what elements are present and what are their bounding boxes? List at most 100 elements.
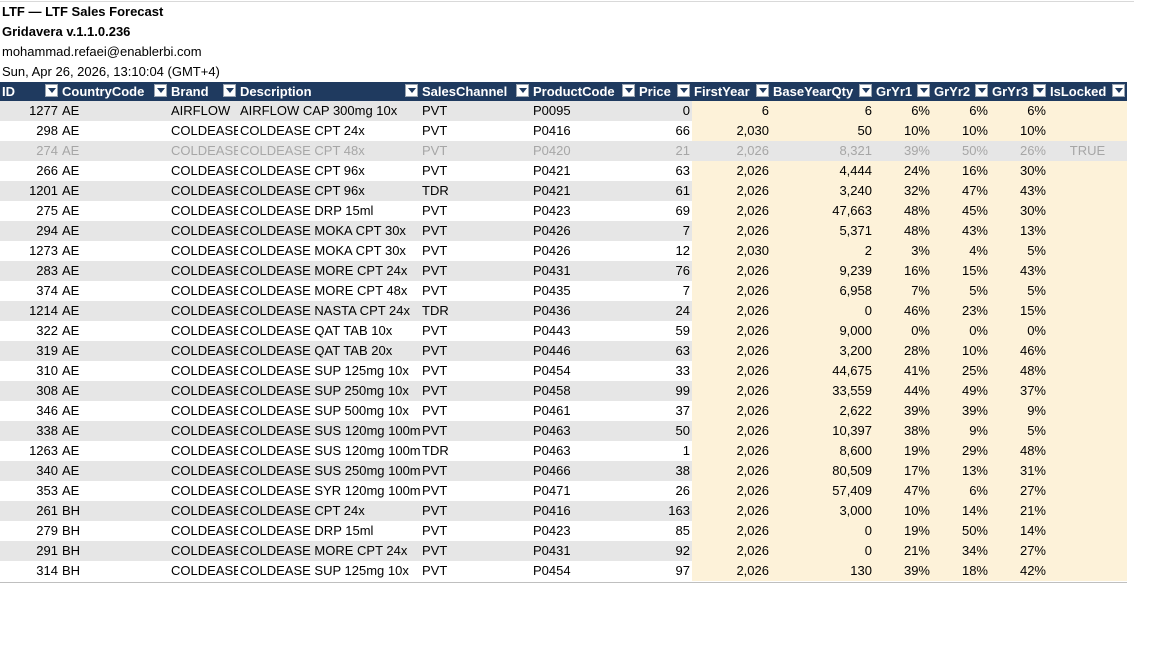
cell-is-locked[interactable] [1048,261,1127,281]
cell-gr-yr1[interactable]: 19% [874,441,932,461]
cell-gr-yr1[interactable]: 10% [874,501,932,521]
table-row[interactable]: 322 AE COLDEASE COLDEASE QAT TAB 10x PVT P044… [0,321,1127,341]
cell-gr-yr2[interactable]: 50% [932,521,990,541]
filter-dropdown-icon[interactable] [975,84,988,97]
cell-base-year-qty[interactable]: 3,200 [771,341,874,361]
cell-first-year[interactable]: 2,026 [692,441,771,461]
filter-dropdown-icon[interactable] [1112,84,1125,97]
cell-gr-yr2[interactable]: 43% [932,221,990,241]
cell-gr-yr2[interactable]: 14% [932,501,990,521]
cell-base-year-qty[interactable]: 9,000 [771,321,874,341]
cell-gr-yr1[interactable]: 17% [874,461,932,481]
table-row[interactable]: 374 AE COLDEASE COLDEASE MORE CPT 48x PVT P04… [0,281,1127,301]
cell-base-year-qty[interactable]: 8,600 [771,441,874,461]
cell-gr-yr3[interactable]: 21% [990,501,1048,521]
table-row[interactable]: 340 AE COLDEASE COLDEASE SUS 250mg 100ml PVT… [0,461,1127,481]
cell-base-year-qty[interactable]: 50 [771,121,874,141]
cell-is-locked[interactable] [1048,321,1127,341]
cell-gr-yr2[interactable]: 16% [932,161,990,181]
column-header-firstyear[interactable]: FirstYear [692,82,771,101]
cell-base-year-qty[interactable]: 6 [771,101,874,121]
cell-gr-yr3[interactable]: 10% [990,121,1048,141]
cell-base-year-qty[interactable]: 130 [771,561,874,581]
cell-gr-yr2[interactable]: 49% [932,381,990,401]
table-row[interactable]: 1263 AE COLDEASE COLDEASE SUS 120mg 100ml TD… [0,441,1127,461]
cell-gr-yr3[interactable]: 9% [990,401,1048,421]
cell-gr-yr3[interactable]: 27% [990,481,1048,501]
column-header-price[interactable]: Price [637,82,692,101]
cell-gr-yr2[interactable]: 23% [932,301,990,321]
cell-is-locked[interactable] [1048,521,1127,541]
filter-dropdown-icon[interactable] [405,84,418,97]
cell-gr-yr1[interactable]: 24% [874,161,932,181]
cell-gr-yr1[interactable]: 44% [874,381,932,401]
cell-base-year-qty[interactable]: 47,663 [771,201,874,221]
cell-gr-yr1[interactable]: 32% [874,181,932,201]
cell-base-year-qty[interactable]: 10,397 [771,421,874,441]
cell-is-locked[interactable]: TRUE [1048,141,1127,161]
column-header-brand[interactable]: Brand [169,82,238,101]
table-row[interactable]: 353 AE COLDEASE COLDEASE SYR 120mg 100ml PVT… [0,481,1127,501]
cell-is-locked[interactable] [1048,421,1127,441]
cell-first-year[interactable]: 2,026 [692,461,771,481]
cell-first-year[interactable]: 2,026 [692,281,771,301]
cell-gr-yr2[interactable]: 34% [932,541,990,561]
cell-is-locked[interactable] [1048,501,1127,521]
table-row[interactable]: 346 AE COLDEASE COLDEASE SUP 500mg 10x PVT P0… [0,401,1127,421]
cell-is-locked[interactable] [1048,281,1127,301]
cell-gr-yr3[interactable]: 26% [990,141,1048,161]
cell-gr-yr3[interactable]: 37% [990,381,1048,401]
cell-gr-yr1[interactable]: 39% [874,141,932,161]
cell-first-year[interactable]: 2,026 [692,261,771,281]
cell-base-year-qty[interactable]: 6,958 [771,281,874,301]
cell-is-locked[interactable] [1048,221,1127,241]
cell-gr-yr2[interactable]: 9% [932,421,990,441]
filter-dropdown-icon[interactable] [917,84,930,97]
cell-gr-yr1[interactable]: 41% [874,361,932,381]
cell-gr-yr3[interactable]: 6% [990,101,1048,121]
cell-is-locked[interactable] [1048,561,1127,581]
cell-gr-yr2[interactable]: 50% [932,141,990,161]
cell-gr-yr3[interactable]: 43% [990,261,1048,281]
cell-first-year[interactable]: 2,026 [692,141,771,161]
table-row[interactable]: 266 AE COLDEASE COLDEASE CPT 96x PVT P0421 63 2… [0,161,1127,181]
table-row[interactable]: 1273 AE COLDEASE COLDEASE MOKA CPT 30x PVT P0… [0,241,1127,261]
cell-first-year[interactable]: 2,026 [692,321,771,341]
column-header-id[interactable]: ID [0,82,60,101]
table-row[interactable]: 283 AE COLDEASE COLDEASE MORE CPT 24x PVT P04… [0,261,1127,281]
cell-base-year-qty[interactable]: 5,371 [771,221,874,241]
cell-gr-yr3[interactable]: 30% [990,201,1048,221]
cell-first-year[interactable]: 2,026 [692,361,771,381]
cell-is-locked[interactable] [1048,121,1127,141]
filter-dropdown-icon[interactable] [756,84,769,97]
cell-first-year[interactable]: 2,026 [692,421,771,441]
cell-base-year-qty[interactable]: 0 [771,521,874,541]
cell-first-year[interactable]: 2,026 [692,381,771,401]
cell-first-year[interactable]: 2,026 [692,481,771,501]
cell-is-locked[interactable] [1048,101,1127,121]
table-row[interactable]: 274 AE COLDEASE COLDEASE CPT 48x PVT P0420 21 2… [0,141,1127,161]
cell-base-year-qty[interactable]: 44,675 [771,361,874,381]
table-row[interactable]: 308 AE COLDEASE COLDEASE SUP 250mg 10x PVT P0… [0,381,1127,401]
cell-is-locked[interactable] [1048,341,1127,361]
cell-base-year-qty[interactable]: 0 [771,541,874,561]
table-row[interactable]: 261 BH COLDEASE COLDEASE CPT 24x PVT P0416 163… [0,501,1127,521]
column-header-productcode[interactable]: ProductCode [531,82,637,101]
cell-gr-yr1[interactable]: 28% [874,341,932,361]
cell-gr-yr1[interactable]: 39% [874,401,932,421]
column-header-countrycode[interactable]: CountryCode [60,82,169,101]
cell-gr-yr2[interactable]: 45% [932,201,990,221]
cell-gr-yr2[interactable]: 10% [932,341,990,361]
cell-gr-yr3[interactable]: 31% [990,461,1048,481]
cell-base-year-qty[interactable]: 80,509 [771,461,874,481]
cell-is-locked[interactable] [1048,301,1127,321]
filter-dropdown-icon[interactable] [516,84,529,97]
cell-base-year-qty[interactable]: 4,444 [771,161,874,181]
cell-gr-yr1[interactable]: 0% [874,321,932,341]
cell-gr-yr1[interactable]: 6% [874,101,932,121]
cell-gr-yr1[interactable]: 48% [874,201,932,221]
filter-dropdown-icon[interactable] [45,84,58,97]
cell-gr-yr1[interactable]: 7% [874,281,932,301]
cell-gr-yr1[interactable]: 48% [874,221,932,241]
cell-gr-yr1[interactable]: 3% [874,241,932,261]
